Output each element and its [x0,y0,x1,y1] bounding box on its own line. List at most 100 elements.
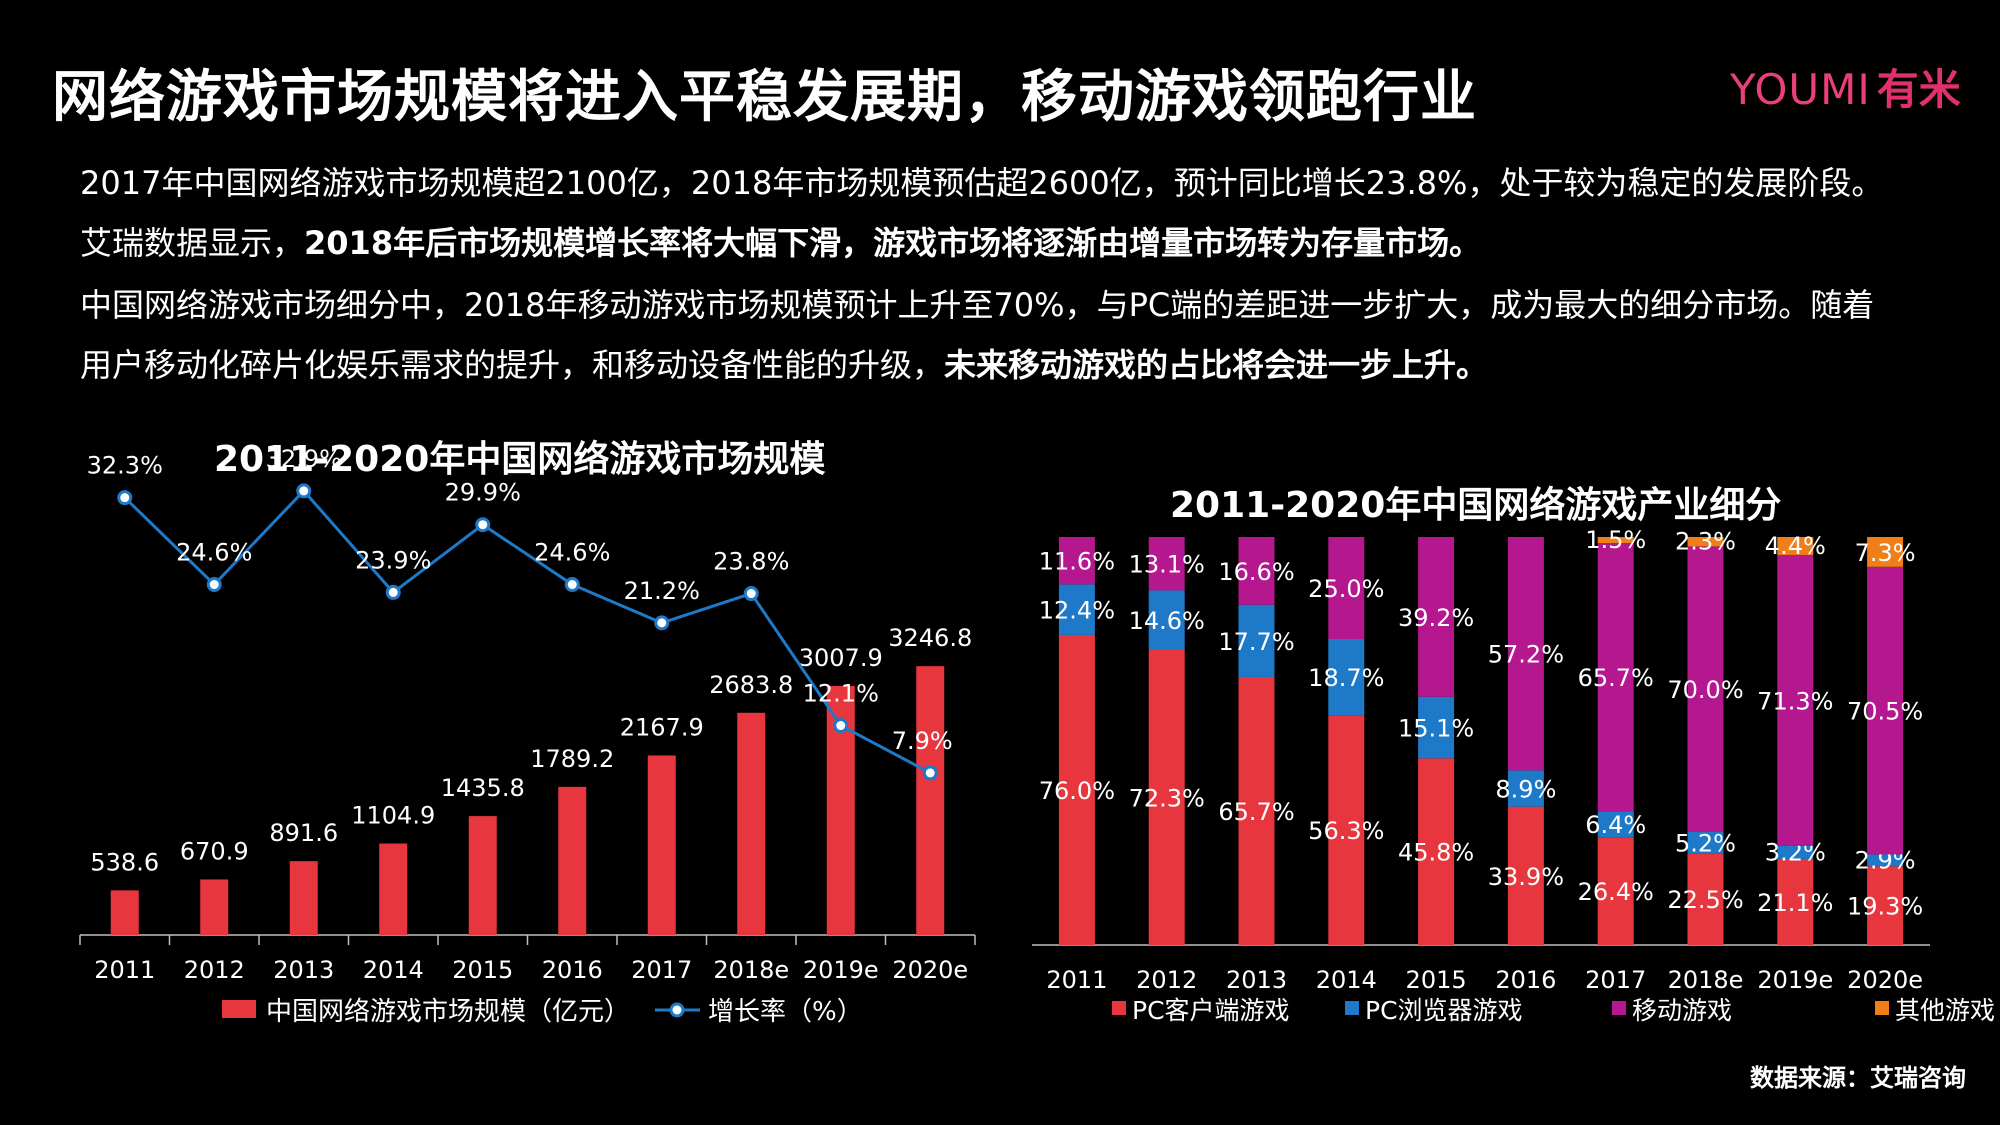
segment-value-label: 18.7% [1308,664,1384,692]
segment-value-label: 8.9% [1495,776,1556,804]
growth-point [833,718,849,734]
stacked-segment [1597,811,1634,838]
bar-value-label: 538.6 [90,848,159,876]
stacked-segment [1058,537,1095,585]
stacked-segment [1597,837,1634,945]
legend-line-marker [669,1002,685,1018]
legend-label: 其他游戏 [1895,996,1995,1025]
growth-point [385,584,401,600]
growth-point [206,577,222,593]
x-tick-label: 2013 [273,956,334,984]
growth-point [117,490,133,506]
legend-label: 移动游戏 [1632,996,1732,1025]
stacked-segment [1418,537,1455,697]
legend-bar-swatch [222,1000,256,1018]
bar [379,843,408,935]
stacked-segment [1148,537,1185,591]
growth-line [123,488,931,775]
x-tick-label: 2015 [1406,966,1467,994]
stacked-segment [1597,537,1634,544]
stacked-segment [1867,566,1904,855]
growth-value-label: 21.2% [624,577,700,605]
x-tick-label: 2020e [1847,966,1923,994]
segment-value-label: 72.3% [1129,785,1205,813]
chart-2-title: 2011-2020年中国网络游戏产业细分 [1170,485,1782,526]
growth-value-label: 12.1% [803,680,879,708]
segment-value-label: 1.5% [1585,526,1646,554]
segment-value-label: 71.3% [1757,687,1833,715]
segment-value-label: 7.3% [1855,539,1916,567]
stacked-segment [1687,537,1724,547]
bar-value-label: 1435.8 [441,774,525,802]
bar [289,861,318,935]
segment-value-label: 39.2% [1398,604,1474,632]
stacked-segment [1328,639,1365,716]
stacked-segment [1328,715,1365,945]
bar-value-label: 1104.9 [351,802,435,830]
paragraph-3: 中国网络游戏市场细分中，2018年移动游戏市场规模预计上升至70%，与PC端的差… [80,286,1875,324]
bar [558,786,587,935]
paragraph-4: 用户移动化碎片化娱乐需求的提升，和移动设备性能的升级，未来移动游戏的占比将会进一… [80,335,1950,395]
segment-value-label: 26.4% [1578,878,1654,906]
segment-share-chart: 76.0% 12.4% 11.6% 2011 72.3% 14.6% 13.1% 2012 65… [1032,526,1995,1025]
stacked-segment [1777,858,1814,945]
bar [468,816,497,935]
segment-value-label: 76.0% [1039,777,1115,805]
legend-bar-label: 中国网络游戏市场规模（亿元） [266,997,630,1027]
growth-value-label: 23.8% [713,548,789,576]
x-tick-label: 2015 [452,956,513,984]
stacked-segment [1238,537,1275,605]
paragraph-2-bold: 2018年后市场规模增长率将大幅下滑，游戏市场将逐渐由增量市场转为存量市场。 [304,224,1482,262]
stacked-segment [1507,770,1544,807]
paragraph-1: 2017年中国网络游戏市场规模超2100亿，2018年市场规模预估超2600亿，… [80,164,1884,202]
x-tick-label: 2019e [1757,966,1833,994]
bar-value-label: 3007.9 [799,644,883,672]
x-tick-label: 2013 [1226,966,1287,994]
bar-value-label: 2683.8 [709,671,793,699]
legend-swatch [1345,1001,1359,1015]
growth-value-label: 24.6% [176,539,252,567]
segment-value-label: 65.7% [1578,664,1654,692]
segment-value-label: 17.7% [1218,628,1294,656]
growth-point [654,615,670,631]
stacked-segment [1687,831,1724,854]
bar-value-label: 1789.2 [530,745,614,773]
stacked-segment [1058,634,1095,945]
legend-swatch [1612,1001,1626,1015]
stacked-segment [1777,537,1814,555]
x-tick-label: 2019e [803,956,879,984]
chart-1-title: 2011-2020年中国网络游戏市场规模 [214,439,826,480]
stacked-segment [1867,854,1904,867]
segment-value-label: 57.2% [1488,641,1564,669]
bar [110,890,139,935]
segment-value-label: 13.1% [1129,551,1205,579]
segment-value-label: 11.6% [1039,548,1115,576]
legend-swatch [1875,1001,1889,1015]
stacked-segment [1867,537,1904,567]
brand-logo: YOUMI 有米 [1730,56,1961,117]
market-size-chart: 538.6 2011 670.9 2012 891.6 2013 1104.9 2014 143… [79,445,976,1027]
x-tick-label: 2016 [1495,966,1556,994]
segment-value-label: 65.7% [1218,798,1294,826]
x-tick-label: 2018e [713,956,789,984]
data-source: 数据来源：艾瑞咨询 [1750,1064,1966,1092]
growth-value-label: 32.3% [87,452,163,480]
stacked-segment [1148,650,1185,945]
stacked-segment [1867,866,1904,945]
stacked-segment [1148,590,1185,651]
growth-point [743,586,759,602]
bar-value-label: 891.6 [269,819,338,847]
growth-point [564,577,580,593]
stacked-segment [1328,537,1365,639]
x-tick-label: 2014 [363,956,424,984]
stacked-segment [1418,696,1455,759]
bar [647,755,676,935]
x-tick-label: 2012 [184,956,245,984]
segment-value-label: 15.1% [1398,715,1474,743]
x-tick-label: 2014 [1316,966,1377,994]
bar-value-label: 670.9 [180,837,249,865]
segment-value-label: 12.4% [1039,597,1115,625]
segment-value-label: 45.8% [1398,839,1474,867]
legend-label: PC客户端游戏 [1132,996,1290,1025]
segment-value-label: 4.4% [1765,532,1826,560]
